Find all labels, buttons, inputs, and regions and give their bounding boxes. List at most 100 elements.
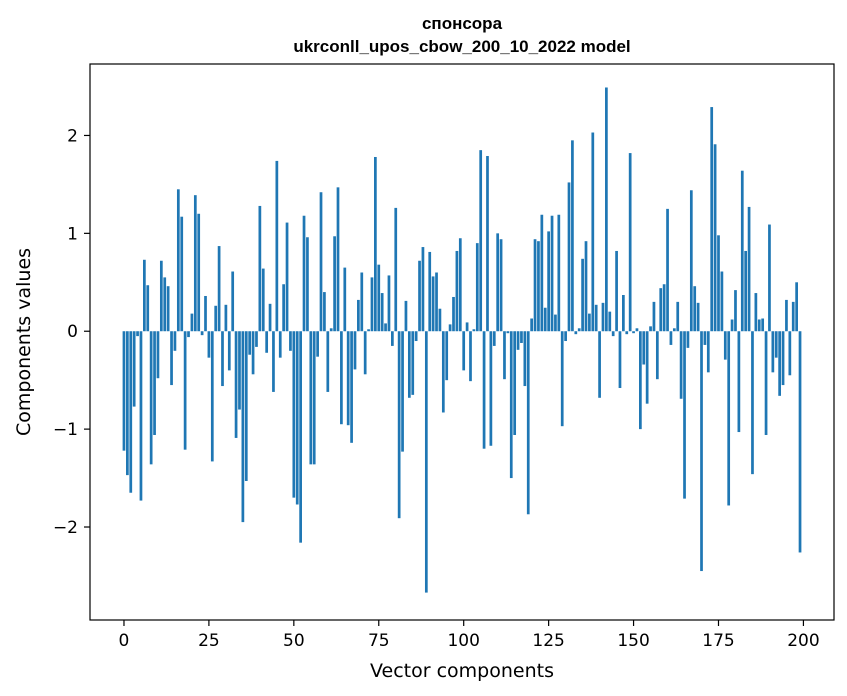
bar [278, 331, 282, 358]
bar [380, 293, 384, 332]
bar [136, 331, 139, 337]
bar [224, 304, 228, 332]
bar [696, 302, 700, 332]
x-axis-label: Vector components [370, 660, 554, 682]
bar [295, 331, 299, 505]
bar [411, 331, 415, 395]
bar [407, 331, 411, 398]
bar [126, 331, 129, 476]
bar [591, 132, 595, 332]
bar [210, 331, 214, 462]
bar [771, 331, 775, 373]
bar [326, 331, 330, 392]
bar [689, 190, 693, 332]
bar [475, 243, 479, 332]
bar [672, 328, 676, 332]
x-tick-label: 200 [787, 631, 819, 651]
bar [193, 195, 197, 332]
bar [554, 314, 557, 332]
x-axis: 0 25 50 75 100 125 150 175 200 [119, 620, 820, 651]
bar [676, 301, 680, 332]
bar [132, 331, 136, 407]
bar [455, 250, 459, 332]
bar [424, 331, 428, 593]
bar [513, 331, 517, 435]
bar [659, 288, 663, 332]
bar [173, 331, 177, 351]
bar [323, 292, 326, 332]
bar [574, 331, 578, 335]
bar [571, 140, 574, 332]
bar [598, 331, 601, 398]
bar [166, 286, 170, 332]
bar [170, 331, 173, 386]
y-axis-label: Components values [13, 248, 35, 436]
bar [441, 331, 445, 413]
bar [452, 296, 455, 332]
bar [190, 313, 194, 332]
bar [448, 324, 452, 332]
bar [785, 299, 788, 332]
bar [754, 293, 758, 332]
bar [791, 301, 795, 332]
bar [611, 331, 615, 337]
bar [357, 299, 360, 332]
bar [207, 331, 211, 358]
bar [706, 331, 710, 373]
bar [543, 307, 547, 332]
bar [465, 322, 469, 332]
bar [757, 319, 761, 332]
bar [261, 268, 265, 332]
bar [272, 331, 275, 392]
bar [781, 331, 785, 386]
bar [289, 331, 292, 351]
bar [693, 286, 697, 332]
bar [618, 331, 622, 388]
bar [139, 331, 143, 501]
bar [404, 300, 408, 332]
bar [503, 331, 506, 380]
bar [302, 215, 306, 332]
bar [751, 331, 754, 475]
bar [727, 331, 731, 506]
bar [700, 331, 703, 572]
bar [666, 208, 669, 332]
bar [710, 107, 714, 332]
bar [275, 160, 279, 332]
bar [265, 331, 269, 353]
bar [146, 285, 150, 332]
bar [129, 331, 133, 493]
bar [655, 331, 659, 380]
bar [768, 224, 771, 332]
bar [537, 241, 540, 332]
bar [336, 187, 340, 332]
bar [547, 231, 550, 332]
bar [353, 331, 357, 370]
bar [350, 331, 353, 443]
bar [384, 323, 387, 332]
bar [520, 331, 523, 343]
bar [217, 246, 221, 332]
bar [149, 331, 153, 465]
bar [734, 290, 737, 332]
bar [581, 258, 584, 332]
bar [723, 331, 727, 360]
bar [462, 331, 466, 371]
bar [367, 329, 370, 332]
bar [394, 207, 398, 332]
bar [204, 295, 207, 332]
bar [486, 156, 489, 332]
bar [788, 331, 792, 376]
bar [234, 331, 238, 438]
bar [479, 150, 483, 332]
bar [397, 331, 401, 519]
bar [526, 331, 530, 515]
bar [122, 331, 126, 451]
bar [577, 328, 581, 332]
bar [183, 331, 187, 450]
y-tick-label: 1 [67, 224, 78, 244]
bar [143, 259, 146, 332]
bar [312, 331, 316, 465]
y-axis: −2 −1 0 1 2 [53, 126, 90, 538]
bar-series [122, 87, 802, 593]
